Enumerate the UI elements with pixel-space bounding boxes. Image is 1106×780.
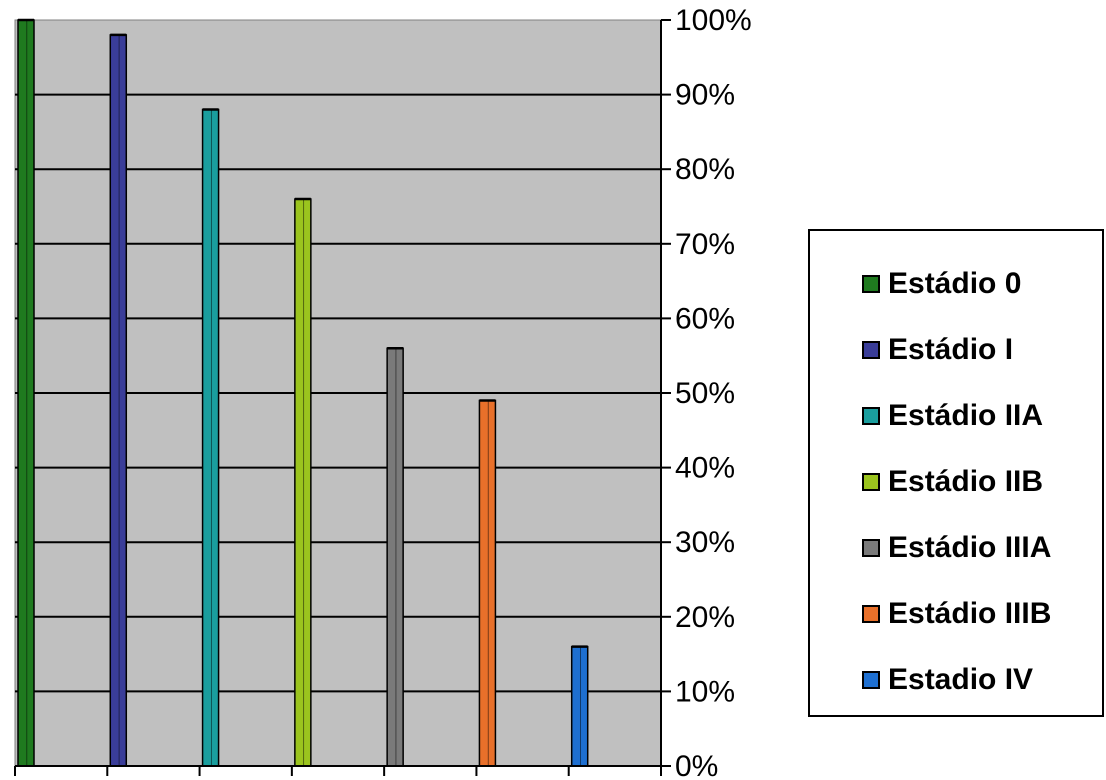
chart: 0% 10% 20% 30% 40% 50% 60% 70% 80% 90% 100%: [14, 4, 752, 780]
legend-swatch: [862, 671, 880, 689]
bar: [478, 399, 497, 767]
y-tick-label: 70%: [675, 228, 735, 261]
legend-swatch: [862, 605, 880, 623]
y-tick-label: 20%: [675, 601, 735, 634]
legend-item-estadio-iiib: Estádio IIIB: [862, 597, 1051, 631]
x-axis-ticks: [14, 766, 662, 776]
y-tick-label: 30%: [675, 526, 735, 559]
y-tick-label: 50%: [675, 377, 735, 410]
y-tick-label: 80%: [675, 153, 735, 186]
bar: [201, 108, 220, 767]
bar: [294, 197, 312, 767]
y-tick-label: 0%: [675, 750, 718, 780]
legend-label: Estádio IIB: [888, 465, 1044, 498]
legend-item-estadio-i: Estádio I: [862, 333, 1013, 367]
y-tick-label: 90%: [675, 79, 735, 112]
bar: [17, 18, 35, 767]
legend-item-estadio-iib: Estádio IIB: [862, 465, 1043, 499]
legend-swatch: [862, 341, 880, 359]
bars: [17, 18, 589, 767]
legend-item-estadio-0: Estádio 0: [862, 267, 1021, 301]
legend-swatch: [862, 407, 880, 425]
legend-label: Estádio IIIB: [888, 597, 1052, 630]
bar: [570, 645, 589, 767]
y-tick-label: 40%: [675, 452, 735, 485]
legend-item-estadio-iv: Estadio IV: [862, 663, 1033, 697]
legend-swatch: [862, 473, 880, 491]
legend-label: Estádio 0: [888, 267, 1022, 300]
legend-label: Estádio IIA: [888, 399, 1044, 432]
legend-item-estadio-iia: Estádio IIA: [862, 399, 1043, 433]
legend-label: Estadio IV: [888, 663, 1034, 696]
legend: Estádio 0 Estádio I Estádio IIA Estádio …: [808, 229, 1104, 717]
legend-item-estadio-iiia: Estádio IIIA: [862, 531, 1051, 565]
bar: [386, 346, 404, 767]
y-axis-ticks: 0% 10% 20% 30% 40% 50% 60% 70% 80% 90% 100%: [661, 4, 752, 780]
legend-swatch: [862, 275, 880, 293]
legend-label: Estádio IIIA: [888, 531, 1052, 564]
legend-swatch: [862, 539, 880, 557]
legend-label: Estádio I: [888, 333, 1014, 366]
y-tick-label: 60%: [675, 302, 735, 335]
bar: [109, 33, 128, 767]
y-tick-label: 100%: [675, 4, 752, 37]
y-tick-label: 10%: [675, 675, 735, 708]
